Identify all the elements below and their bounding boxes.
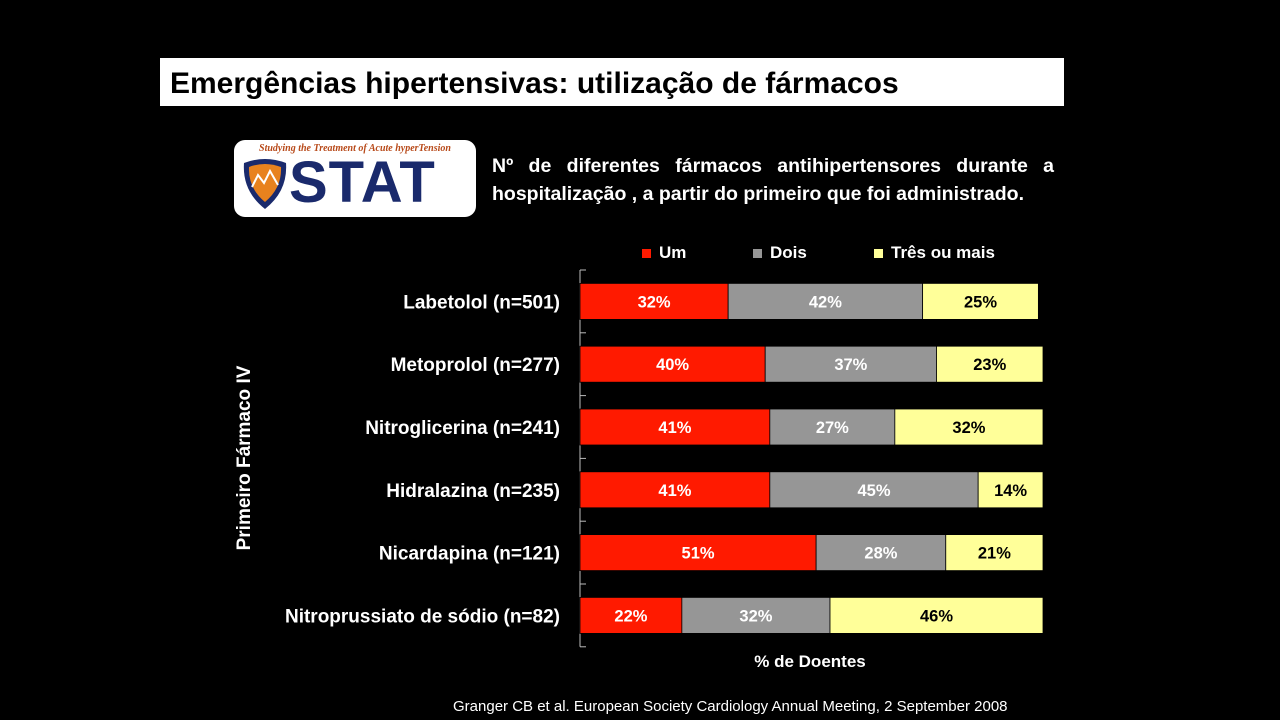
data-label: 40% <box>656 356 689 374</box>
category-label: Metoprolol (n=277) <box>391 355 560 376</box>
bar-segment-dois <box>769 471 979 509</box>
slide-title: Emergências hipertensivas: utilização de… <box>170 67 899 100</box>
category-label: Nicardapina (n=121) <box>379 544 560 565</box>
bar-segment-dois <box>769 408 896 446</box>
bar-segment-tres <box>922 282 1039 320</box>
data-label: 51% <box>682 545 715 563</box>
bar-segment-um <box>579 597 683 634</box>
x-axis-title: % de Doentes <box>754 652 866 671</box>
shield-icon <box>243 159 287 209</box>
bar-segment-tres <box>936 345 1044 383</box>
data-label: 37% <box>834 356 867 374</box>
legend-swatch-um <box>642 248 651 258</box>
bar-segment-tres <box>977 471 1044 509</box>
data-label: 27% <box>816 419 849 437</box>
data-label: 32% <box>638 293 671 311</box>
data-label: 22% <box>614 607 647 625</box>
title-box: Emergências hipertensivas: utilização de… <box>160 58 1064 106</box>
bar-segment-dois <box>764 345 937 383</box>
category-label: Nitroglicerina (n=241) <box>365 418 560 439</box>
logo-wordmark: STAT <box>289 150 436 215</box>
category-label: Nitroprussiato de sódio (n=82) <box>285 606 560 627</box>
category-label: Hidralazina (n=235) <box>386 481 560 502</box>
bar-segment-tres <box>894 408 1044 446</box>
logo-tagline: Studying the Treatment of Acute hyperTen… <box>259 143 451 154</box>
legend-label-dois: Dois <box>770 243 807 262</box>
legend-label-um: Um <box>659 243 687 262</box>
data-label: 21% <box>978 545 1011 563</box>
data-label: 32% <box>952 419 985 437</box>
bar-segment-um <box>579 282 729 320</box>
data-label: 32% <box>739 607 772 625</box>
data-label: 41% <box>658 482 691 500</box>
legend-item-tres: Três ou mais <box>874 243 995 263</box>
chart-subtitle: Nº de diferentes fármacos antihipertenso… <box>492 155 1054 205</box>
data-label: 45% <box>857 482 890 500</box>
bar-segment-dois <box>681 597 831 634</box>
bar-segment-tres <box>945 534 1044 571</box>
legend-item-um: Um <box>642 243 686 263</box>
bar-segment-dois <box>727 282 924 320</box>
legend-swatch-tres <box>874 248 883 258</box>
data-label: 14% <box>994 482 1027 500</box>
data-label: 25% <box>964 293 997 311</box>
y-axis-title: Primeiro Fármaco IV <box>234 365 255 551</box>
footnote: Granger CB et al. European Society Cardi… <box>453 698 1008 715</box>
stat-logo: Studying the Treatment of Acute hyperTen… <box>234 140 476 217</box>
data-label: 41% <box>658 419 691 437</box>
legend: Um Dois Três ou mais <box>0 243 1280 263</box>
category-label: Labetolol (n=501) <box>403 292 560 313</box>
bar-segment-dois <box>815 534 947 571</box>
bar-segment-tres <box>829 597 1044 634</box>
data-label: 28% <box>864 545 897 563</box>
data-label: 42% <box>809 293 842 311</box>
data-label: 46% <box>920 607 953 625</box>
data-label: 23% <box>973 356 1006 374</box>
bar-segment-um <box>579 408 771 446</box>
bar-segment-um <box>579 471 771 509</box>
legend-swatch-dois <box>753 248 762 258</box>
legend-item-dois: Dois <box>753 243 807 263</box>
bar-segment-um <box>579 534 817 571</box>
legend-label-tres: Três ou mais <box>891 243 995 262</box>
